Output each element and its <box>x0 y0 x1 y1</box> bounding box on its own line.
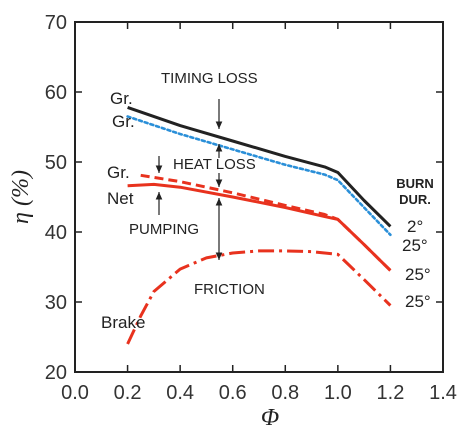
y-tick-label: 70 <box>45 12 67 34</box>
x-tick-label: 0.0 <box>61 382 89 404</box>
x-tick-label: 0.2 <box>114 382 142 404</box>
x-tick-label: 1.2 <box>377 382 405 404</box>
series-line-4 <box>127 182 392 272</box>
series-label-gross-2: Gr. <box>112 112 135 131</box>
series-line-2 <box>126 115 392 237</box>
x-tick-label: 0.4 <box>166 382 194 404</box>
series-line-1 <box>127 105 392 228</box>
plot-frame <box>74 21 444 373</box>
series-label-gross-3: Gr. <box>107 163 130 182</box>
burn-duration-label-gross: 2° <box>407 217 423 236</box>
y-tick-label: 30 <box>45 292 67 314</box>
series-layer <box>126 105 392 345</box>
x-tick-label: 0.6 <box>219 382 247 404</box>
y-tick-label: 60 <box>45 82 67 104</box>
burn-duration-label-brake: 25° <box>405 292 431 311</box>
burn-duration-title-line1: BURN <box>396 176 434 191</box>
x-tick-label: 1.0 <box>324 382 352 404</box>
series-label-brake: Brake <box>101 313 145 332</box>
annotation-timing-loss: TIMING LOSS <box>161 70 258 87</box>
series-label-gross-1: Gr. <box>110 89 133 108</box>
ticks-layer: 0.0 0.2 0.4 0.6 0.8 1.0 1.2 1.4 20 30 40 50 60 70 <box>45 12 457 404</box>
y-tick-label: 50 <box>45 152 67 174</box>
y-tick-label: 20 <box>45 362 67 384</box>
annotation-friction: FRICTION <box>194 281 265 298</box>
burn-duration-title-line2: DUR. <box>399 192 431 207</box>
y-axis-title: η (%) <box>8 170 34 224</box>
series-label-net: Net <box>107 189 134 208</box>
burn-duration-label-net: 25° <box>405 265 431 284</box>
burn-duration-label-gross-dotted: 25° <box>402 236 428 255</box>
y-tick-label: 40 <box>45 222 67 244</box>
x-axis-title: Φ <box>261 405 279 431</box>
annotation-heat-loss: HEAT LOSS <box>173 156 256 173</box>
x-tick-label: 0.8 <box>271 382 299 404</box>
x-tick-label: 1.4 <box>429 382 457 404</box>
annotation-pumping: PUMPING <box>129 221 199 238</box>
